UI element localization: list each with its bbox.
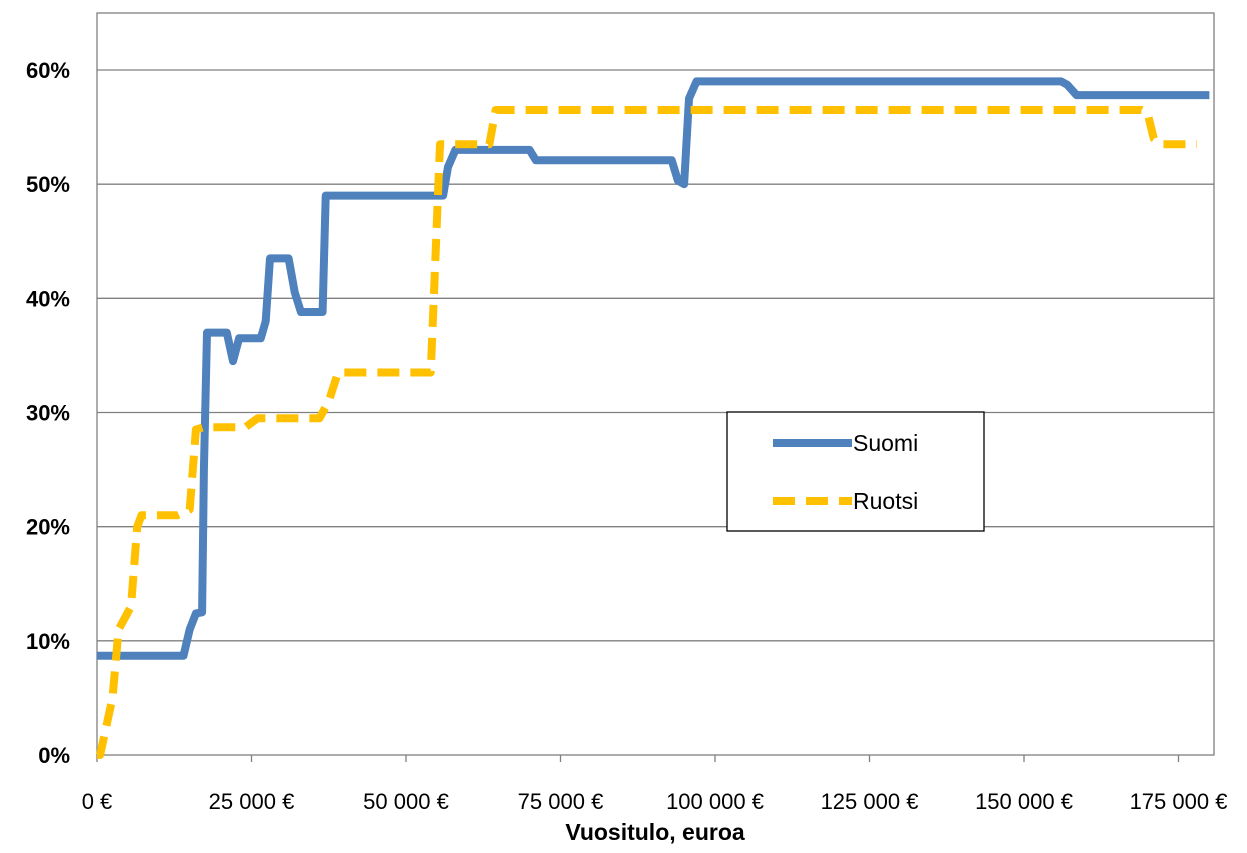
x-tick-label-7: 175 000 € [1130, 789, 1228, 814]
legend-label-ruotsi: Ruotsi [853, 488, 918, 514]
x-tick-label-6: 150 000 € [975, 789, 1073, 814]
series-line-ruotsi [96, 106, 1197, 759]
y-tick-label-0: 0% [38, 743, 70, 768]
x-axis-label: Vuositulo, euroa [565, 819, 745, 845]
grid-lines [96, 69, 1214, 762]
y-tick-label-5: 50% [26, 172, 70, 197]
legend: Suomi Ruotsi [726, 411, 985, 532]
y-tick-label-4: 40% [26, 286, 70, 311]
legend-label-suomi: Suomi [853, 430, 918, 456]
x-tick-label-2: 50 000 € [363, 789, 449, 814]
series-lines [96, 77, 1210, 759]
legend-box [726, 411, 985, 532]
plot-border [96, 12, 1215, 756]
x-tick-label-5: 125 000 € [821, 789, 919, 814]
x-tick-label-4: 100 000 € [666, 789, 764, 814]
y-axis-tick-labels: 0% 10% 20% 30% 40% 50% 60% [26, 58, 70, 768]
x-tick-label-3: 75 000 € [518, 789, 604, 814]
y-tick-label-1: 10% [26, 629, 70, 654]
x-tick-label-0: 0 € [82, 789, 113, 814]
y-tick-label-2: 20% [26, 515, 70, 540]
series-line-suomi [97, 77, 1210, 660]
y-tick-label-3: 30% [26, 401, 70, 426]
y-tick-label-6: 60% [26, 58, 70, 83]
x-axis-tick-labels: 0 € 25 000 € 50 000 € 75 000 € 100 000 € 125 … [82, 789, 1228, 814]
x-tick-label-1: 25 000 € [209, 789, 295, 814]
